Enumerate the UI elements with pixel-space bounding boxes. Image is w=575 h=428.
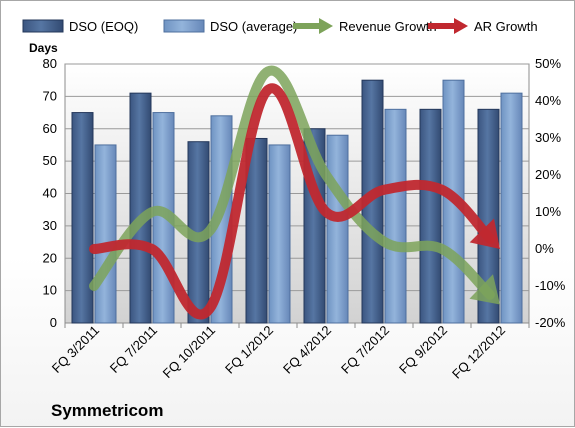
x-tick-label: FQ 7/2011	[107, 323, 160, 376]
y-right-tick-label: 30%	[535, 130, 561, 145]
bar-dso-eoq	[419, 108, 442, 324]
bar-dso-eoq	[71, 112, 94, 324]
y-left-tick-label: 60	[43, 121, 57, 136]
y-right-tick-label: -10%	[535, 278, 566, 293]
revenue-growth-line-arrowhead	[469, 274, 500, 305]
y-right-tick-label: 50%	[535, 56, 561, 71]
x-tick-label: FQ 4/2012	[280, 323, 334, 377]
y-left-tick-label: 0	[50, 315, 57, 330]
legend-arrow-icon	[319, 18, 333, 34]
bar-dso-average	[268, 144, 291, 324]
legend-arrow-icon	[454, 18, 468, 34]
company-name: Symmetricom	[51, 401, 163, 420]
x-tick-label: FQ 10/2011	[160, 323, 218, 381]
y-left-tick-label: 30	[43, 218, 57, 233]
y-right-tick-label: 20%	[535, 167, 561, 182]
x-tick-label: FQ 7/2012	[338, 323, 392, 377]
y-left-tick-label: 80	[43, 56, 57, 71]
y-axis-left-label: Days	[29, 41, 58, 55]
legend-label: DSO (average)	[210, 19, 297, 34]
lines-layer	[89, 65, 500, 320]
bar-dso-eoq	[245, 137, 268, 324]
x-tick-label: FQ 3/2011	[49, 323, 102, 376]
ar-growth-line	[89, 83, 496, 320]
y-left-tick-label: 40	[43, 186, 57, 201]
x-tick-label: FQ 1/2012	[222, 323, 276, 377]
legend-swatch	[163, 19, 205, 33]
legend-label: DSO (EOQ)	[69, 19, 138, 34]
ar-growth-line-arrowhead	[469, 218, 500, 249]
y-left-tick-label: 20	[43, 250, 57, 265]
y-right-tick-label: 10%	[535, 204, 561, 219]
bar-dso-average	[500, 92, 523, 324]
y-right-tick-label: 0%	[535, 241, 554, 256]
bar-dso-average	[384, 108, 407, 324]
y-left-tick-label: 70	[43, 88, 57, 103]
bar-dso-average	[94, 144, 117, 324]
legend-swatch	[22, 19, 64, 33]
x-tick-label: FQ 9/2012	[396, 323, 450, 377]
y-right-tick-label: -20%	[535, 315, 566, 330]
legend-label: Revenue Growth	[339, 19, 437, 34]
legend: DSO (EOQ) DSO (average) Revenue Growth AR G…	[22, 18, 538, 34]
bar-dso-eoq	[477, 108, 500, 324]
legend-label: AR Growth	[474, 19, 538, 34]
bars-layer	[71, 79, 523, 324]
bar-dso-eoq	[129, 92, 152, 324]
x-tick-label: FQ 12/2012	[449, 323, 508, 382]
revenue-growth-line	[89, 65, 495, 300]
bar-dso-average	[326, 134, 349, 324]
y-left-tick-label: 10	[43, 283, 57, 298]
y-right-tick-label: 40%	[535, 93, 561, 108]
y-left-tick-label: 50	[43, 153, 57, 168]
